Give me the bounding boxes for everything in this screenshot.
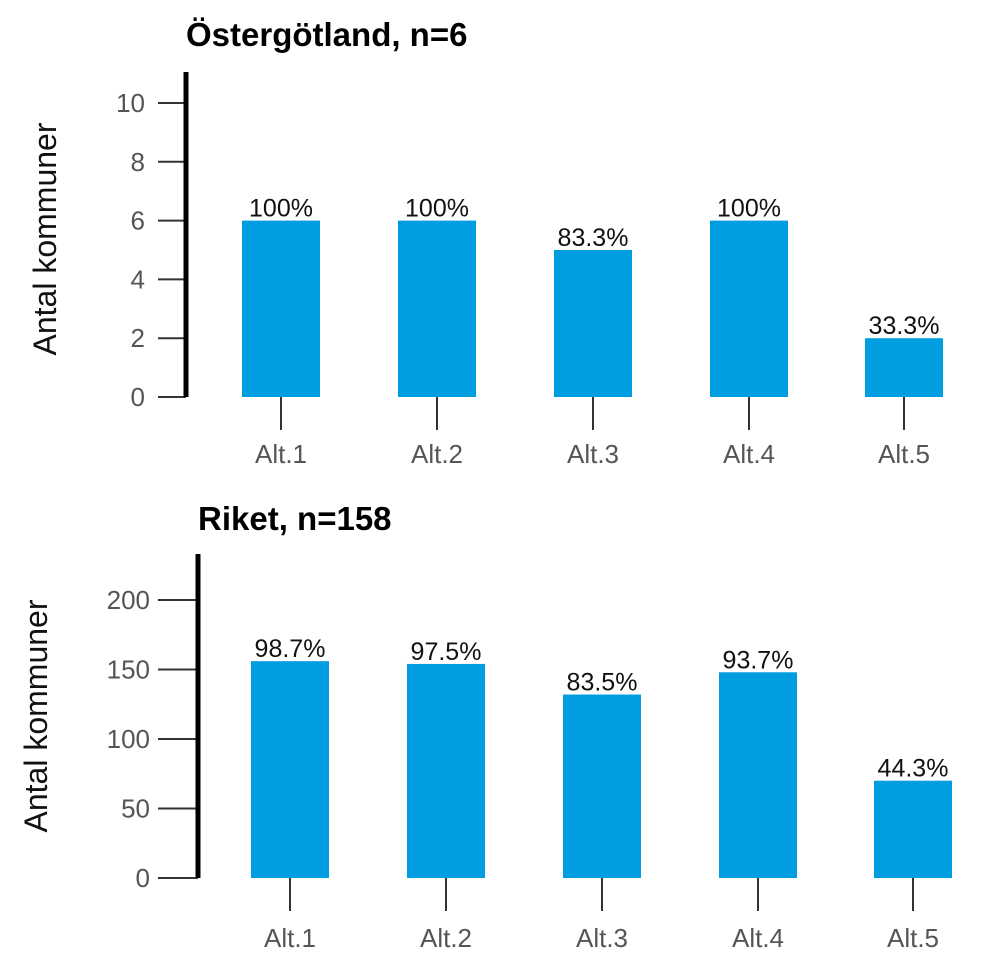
chart-title: Östergötland, n=6 [186, 16, 468, 53]
chart-panel-ostergotland: Östergötland, n=6 Antal kommuner 0 2 4 6 8 10 1… [27, 16, 943, 469]
bar [251, 661, 329, 878]
bar [874, 780, 952, 878]
x-tick-label: Alt.2 [411, 439, 463, 469]
data-label: 100% [249, 195, 313, 223]
bar [563, 694, 641, 878]
y-tick-label: 10 [116, 88, 145, 118]
y-tick-label: 200 [107, 585, 150, 615]
bar-chart-riket: Antal kommuner 0 50 100 150 200 98.7% Alt.1 97.5… [18, 554, 952, 953]
data-label: 100% [405, 195, 469, 223]
y-tick-label: 2 [131, 323, 145, 353]
data-label: 100% [717, 195, 781, 223]
data-label: 44.3% [878, 755, 949, 783]
x-tick-label: Alt.4 [723, 439, 775, 469]
y-tick-label: 100 [107, 724, 150, 754]
y-tick-label: 8 [131, 147, 145, 177]
data-label: 93.7% [723, 646, 794, 674]
x-tick-label: Alt.5 [887, 923, 939, 953]
y-tick-label: 50 [121, 794, 150, 824]
chart-panel-riket: Riket, n=158 Antal kommuner 0 50 100 150 200 9… [0, 482, 998, 963]
bar [407, 663, 485, 878]
y-axis-title: Antal kommuner [27, 122, 63, 355]
bar [865, 338, 943, 397]
bar [554, 250, 632, 397]
data-label: 97.5% [411, 638, 482, 666]
data-label: 33.3% [869, 312, 940, 340]
bar [719, 672, 797, 878]
x-tick-label: Alt.3 [576, 923, 628, 953]
data-label: 83.3% [558, 224, 629, 252]
chart-title: Riket, n=158 [198, 500, 392, 537]
y-tick-label: 6 [131, 206, 145, 236]
x-tick-label: Alt.2 [420, 923, 472, 953]
x-tick-label: Alt.5 [878, 439, 930, 469]
x-tick-label: Alt.1 [255, 439, 307, 469]
x-tick-label: Alt.1 [264, 923, 316, 953]
x-tick-label: Alt.4 [732, 923, 784, 953]
bar [242, 220, 320, 397]
y-axis-title: Antal kommuner [18, 599, 54, 832]
x-tick-label: Alt.3 [567, 439, 619, 469]
y-tick-label: 4 [131, 264, 145, 294]
bar-chart-ostergotland: Antal kommuner 0 2 4 6 8 10 100% Alt.1 100% Alt.2 8… [27, 72, 943, 469]
bar [710, 220, 788, 397]
data-label: 83.5% [567, 669, 638, 697]
data-label: 98.7% [255, 635, 326, 663]
bar [398, 220, 476, 397]
y-tick-label: 0 [136, 863, 150, 893]
y-tick-label: 0 [131, 382, 145, 412]
y-tick-label: 150 [107, 655, 150, 685]
